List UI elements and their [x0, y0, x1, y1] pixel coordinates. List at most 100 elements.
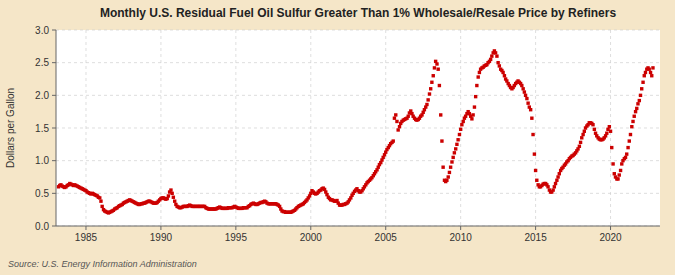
y-tick: [52, 128, 56, 129]
grid-line-y: [56, 62, 660, 63]
point: [449, 166, 452, 169]
point: [428, 92, 431, 95]
x-tick: [160, 226, 161, 230]
point: [554, 182, 557, 185]
point: [167, 194, 170, 197]
point: [650, 74, 653, 77]
point: [169, 188, 172, 191]
x-tick-label: 1990: [150, 232, 173, 243]
y-tick-label: 0.0: [35, 221, 49, 232]
point: [578, 145, 581, 148]
point: [620, 162, 623, 165]
point: [529, 108, 532, 111]
point: [555, 179, 558, 182]
x-tick: [385, 226, 386, 230]
point: [447, 175, 450, 178]
point: [456, 138, 459, 141]
point: [524, 94, 527, 97]
y-tick-label: 0.5: [35, 188, 49, 199]
point: [613, 172, 616, 175]
x-tick-label: 2000: [300, 232, 323, 243]
point: [462, 120, 465, 123]
y-tick: [52, 226, 56, 227]
grid-line-y: [56, 95, 660, 96]
point: [530, 117, 533, 120]
y-tick-label: 3.0: [35, 25, 49, 36]
x-tick: [535, 226, 536, 230]
point: [436, 68, 439, 71]
grid-line-x: [235, 30, 236, 226]
point: [649, 71, 652, 74]
page: {"chart_data": { "type": "scatter", "tit…: [0, 0, 675, 275]
grid-line-x: [385, 30, 386, 226]
point: [407, 115, 410, 118]
point: [610, 146, 613, 149]
point: [639, 94, 642, 97]
point: [394, 113, 397, 116]
point: [608, 125, 611, 128]
point: [534, 169, 537, 172]
point: [395, 120, 398, 123]
point: [438, 84, 441, 87]
point: [593, 128, 596, 131]
point: [448, 171, 451, 174]
plot-area: [56, 30, 660, 226]
point: [475, 84, 478, 87]
grid-line-y: [56, 226, 660, 227]
x-tick-label: 2005: [375, 232, 398, 243]
point: [478, 71, 481, 74]
x-tick-label: 2020: [599, 232, 622, 243]
y-axis-line: [56, 30, 57, 226]
y-tick-label: 2.0: [35, 90, 49, 101]
point: [99, 199, 102, 202]
x-tick-label: 2015: [524, 232, 547, 243]
point: [451, 156, 454, 159]
point: [498, 64, 501, 67]
chart: 0.00.51.01.52.02.53.01985199019952000200…: [0, 0, 675, 275]
point: [433, 66, 436, 69]
point: [441, 166, 444, 169]
x-tick: [460, 226, 461, 230]
point: [430, 81, 433, 84]
point: [398, 125, 401, 128]
point: [525, 97, 528, 100]
y-tick-label: 1.0: [35, 155, 49, 166]
point: [533, 152, 536, 155]
point: [521, 87, 524, 90]
point: [471, 113, 474, 116]
point: [643, 74, 646, 77]
point: [605, 132, 608, 135]
title: Monthly U.S. Residual Fuel Oil Sulfur Gr…: [100, 6, 616, 20]
point: [556, 175, 559, 178]
x-axis-line: [56, 226, 660, 227]
x-tick: [610, 226, 611, 230]
point: [629, 133, 632, 136]
point: [625, 152, 628, 155]
point: [609, 130, 612, 133]
points: [57, 49, 655, 214]
point: [634, 110, 637, 113]
point: [496, 61, 499, 64]
point: [630, 125, 633, 128]
point: [523, 90, 526, 93]
point: [628, 139, 631, 142]
point: [640, 87, 643, 90]
point: [98, 196, 101, 199]
y-tick: [52, 30, 56, 31]
point: [635, 107, 638, 110]
point: [616, 177, 619, 180]
point: [393, 117, 396, 120]
grid-line-x: [535, 30, 536, 226]
point: [558, 172, 561, 175]
point: [477, 75, 480, 78]
x-tick-label: 2010: [450, 232, 473, 243]
point: [432, 74, 435, 77]
point: [551, 188, 554, 191]
grid-line-x: [85, 30, 86, 226]
point: [170, 192, 173, 195]
point: [440, 139, 443, 142]
point: [495, 54, 498, 57]
point: [633, 115, 636, 118]
point: [619, 169, 622, 172]
point: [460, 123, 463, 126]
